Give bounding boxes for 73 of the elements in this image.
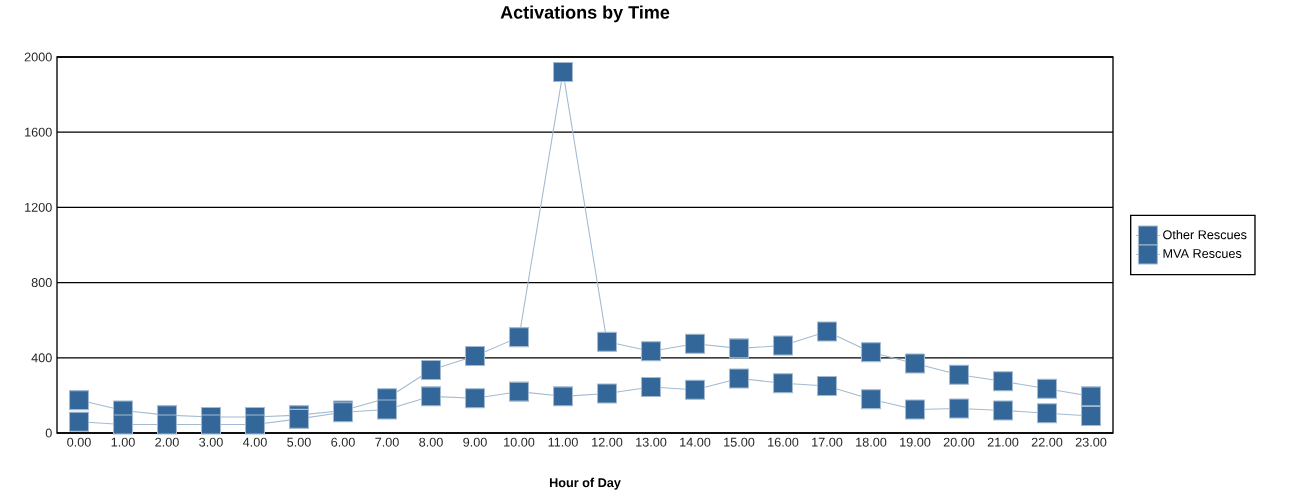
point — [1080, 406, 1102, 427]
x-tick-label: 4.00 — [242, 437, 267, 447]
point — [728, 338, 750, 359]
x-tick-label: 1.00 — [111, 437, 135, 447]
point — [816, 375, 838, 397]
point — [596, 383, 618, 404]
x-tick-label: 22.00 — [1031, 437, 1063, 447]
point — [508, 381, 530, 402]
point — [156, 414, 178, 435]
x-tick-label: 5.00 — [287, 437, 311, 447]
point — [420, 386, 442, 407]
point — [1036, 403, 1058, 424]
x-tick-label: 18.00 — [856, 437, 887, 447]
point — [552, 386, 574, 407]
x-tick-label: 20.00 — [943, 437, 975, 447]
x-tick-label: 10.00 — [504, 437, 535, 447]
point — [992, 400, 1014, 421]
point — [464, 345, 486, 366]
chart-title: Activations by Time — [500, 5, 670, 23]
y-tick-label: 0 — [45, 428, 52, 438]
point — [112, 414, 134, 435]
point — [772, 335, 794, 356]
point — [992, 371, 1014, 392]
point — [684, 379, 706, 400]
x-tick-label: 8.00 — [419, 437, 443, 447]
point — [904, 399, 926, 420]
x-tick-label: 17.00 — [812, 437, 843, 447]
x-tick-label: 11.00 — [548, 437, 578, 447]
point — [68, 411, 90, 432]
point — [728, 368, 750, 389]
point — [860, 342, 882, 363]
x-tick-label: 16.00 — [768, 437, 799, 447]
x-tick-label: 13.00 — [636, 437, 667, 447]
point — [244, 414, 266, 435]
x-tick-label: 15.00 — [724, 437, 755, 447]
y-tick-label: 2000 — [24, 52, 52, 62]
point — [772, 373, 794, 394]
point — [948, 398, 970, 419]
point — [508, 327, 530, 348]
x-tick-label: 19.00 — [900, 437, 931, 447]
y-tick-label: 1200 — [25, 202, 52, 212]
x-tick-label: 21.00 — [987, 437, 1019, 447]
x-tick-label: 0.00 — [67, 437, 91, 447]
point — [376, 399, 398, 420]
point — [640, 341, 662, 362]
point — [596, 331, 618, 352]
legend-label: MVA Rescues — [1163, 249, 1242, 258]
point — [860, 389, 882, 410]
point — [420, 359, 442, 381]
x-axis-title: Hour of Day — [549, 477, 621, 490]
point — [464, 388, 486, 409]
y-tick-label: 1600 — [25, 127, 52, 137]
legend-label: Other Rescues — [1163, 229, 1247, 240]
point — [948, 364, 970, 385]
point — [640, 376, 662, 397]
x-tick-label: 3.00 — [199, 437, 223, 447]
x-tick-label: 9.00 — [463, 437, 487, 447]
point — [1080, 386, 1102, 407]
x-tick-label: 2.00 — [155, 437, 179, 447]
x-tick-label: 12.00 — [592, 437, 623, 447]
point — [68, 390, 90, 411]
point — [816, 321, 838, 342]
y-tick-label: 800 — [31, 278, 52, 288]
x-tick-label: 7.00 — [375, 437, 399, 447]
point — [904, 353, 926, 374]
x-tick-label: 14.00 — [680, 437, 711, 447]
y-tick-label: 400 — [31, 353, 52, 363]
x-tick-label: 6.00 — [331, 437, 355, 447]
point — [200, 414, 222, 435]
point — [552, 62, 574, 83]
x-tick-label: 23.00 — [1075, 437, 1107, 447]
point — [1036, 378, 1058, 399]
point — [684, 333, 706, 354]
